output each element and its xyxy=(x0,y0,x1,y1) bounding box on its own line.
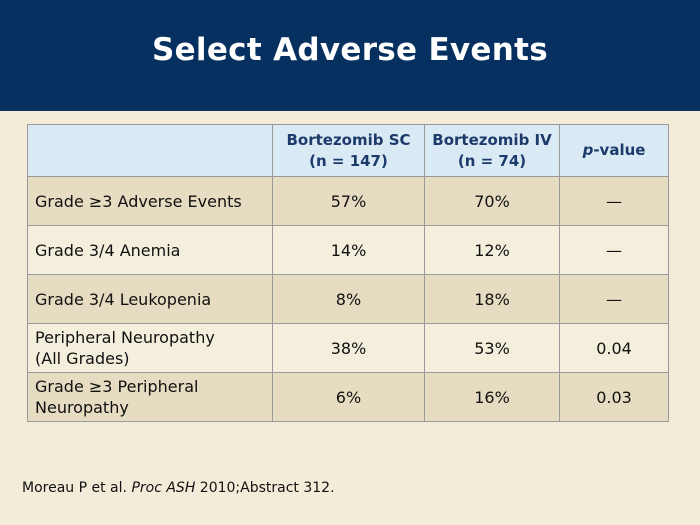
header-bortezomib-sc: Bortezomib SC (n = 147) xyxy=(272,124,425,177)
header-iv-line2: (n = 74) xyxy=(457,151,527,170)
citation-author: Moreau P et al. xyxy=(22,480,132,496)
row-label-line1: Grade 3/4 Leukopenia xyxy=(35,289,212,309)
citation-rest: 2010;Abstract 312. xyxy=(195,480,335,496)
adverse-events-table-wrapper: Bortezomib SC (n = 147) Bortezomib IV (n… xyxy=(27,124,669,422)
header-p-rest: -value xyxy=(593,141,646,159)
cell-sc: 38% xyxy=(272,323,425,373)
adverse-events-table: Bortezomib SC (n = 147) Bortezomib IV (n… xyxy=(27,124,669,422)
row-label-line2: (All Grades) xyxy=(35,349,130,368)
table-row: Peripheral Neuropathy (All Grades) 38% 5… xyxy=(27,323,669,373)
cell-iv: 70% xyxy=(424,176,560,226)
table-row: Grade ≥3 Adverse Events 57% 70% — xyxy=(27,176,669,226)
row-label: Peripheral Neuropathy (All Grades) xyxy=(27,323,273,373)
table-header-row: Bortezomib SC (n = 147) Bortezomib IV (n… xyxy=(27,124,669,177)
cell-sc: 14% xyxy=(272,225,425,275)
header-p-italic: p xyxy=(582,141,594,159)
row-label-line1: Grade ≥3 Adverse Events xyxy=(35,191,242,211)
cell-iv: 12% xyxy=(424,225,560,275)
cell-iv: 18% xyxy=(424,274,560,324)
cell-p: — xyxy=(559,176,669,226)
title-band: Select Adverse Events xyxy=(0,0,700,111)
cell-sc: 8% xyxy=(272,274,425,324)
cell-p: — xyxy=(559,225,669,275)
cell-sc: 57% xyxy=(272,176,425,226)
header-iv-line1: Bortezomib IV xyxy=(432,130,552,149)
table-row: Grade ≥3 Peripheral Neuropathy 6% 16% 0.… xyxy=(27,372,669,422)
cell-sc: 6% xyxy=(272,372,425,422)
row-label-line2: Neuropathy xyxy=(35,398,129,417)
row-label-line1: Grade 3/4 Anemia xyxy=(35,240,181,260)
cell-iv: 16% xyxy=(424,372,560,422)
row-label-line1: Peripheral Neuropathy xyxy=(35,328,215,347)
row-label: Grade ≥3 Adverse Events xyxy=(27,176,273,226)
header-sc-line1: Bortezomib SC xyxy=(286,130,411,149)
cell-p: 0.03 xyxy=(559,372,669,422)
row-label: Grade ≥3 Peripheral Neuropathy xyxy=(27,372,273,422)
cell-p: 0.04 xyxy=(559,323,669,373)
citation-journal: Proc ASH xyxy=(131,480,196,496)
cell-p: — xyxy=(559,274,669,324)
header-bortezomib-iv: Bortezomib IV (n = 74) xyxy=(424,124,560,177)
table-row: Grade 3/4 Leukopenia 8% 18% — xyxy=(27,274,669,324)
citation-footnote: Moreau P et al. Proc ASH 2010;Abstract 3… xyxy=(22,480,335,496)
row-label: Grade 3/4 Leukopenia xyxy=(27,274,273,324)
slide-title: Select Adverse Events xyxy=(151,31,548,68)
header-empty-cell xyxy=(27,124,273,177)
row-label-line1: Grade ≥3 Peripheral xyxy=(35,377,199,396)
row-label: Grade 3/4 Anemia xyxy=(27,225,273,275)
header-p-value: p-value xyxy=(559,124,669,177)
table-row: Grade 3/4 Anemia 14% 12% — xyxy=(27,225,669,275)
header-sc-line2: (n = 147) xyxy=(309,151,388,170)
cell-iv: 53% xyxy=(424,323,560,373)
